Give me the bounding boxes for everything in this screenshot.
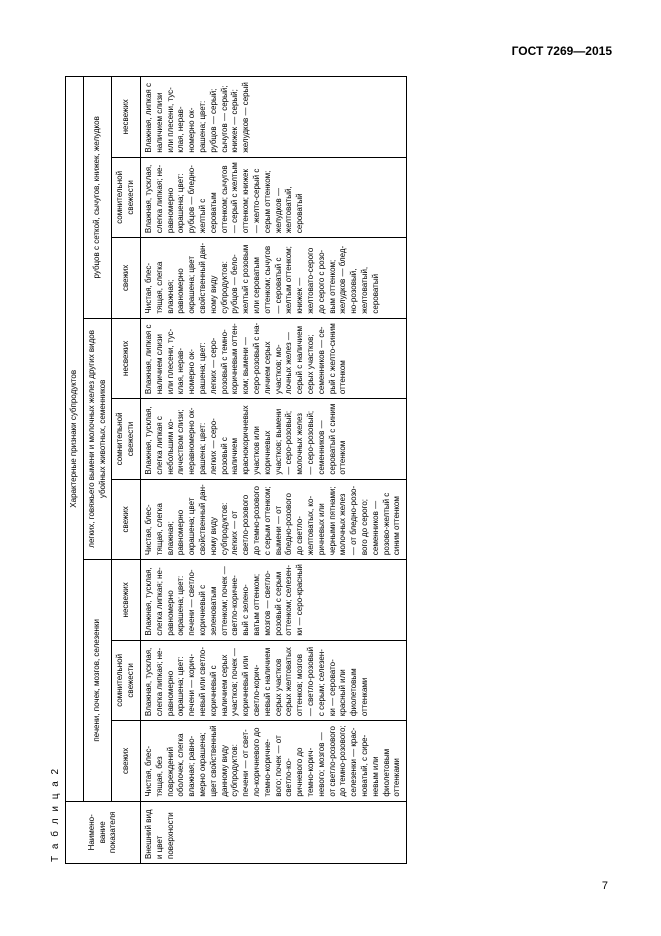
header-group-3: рубцов с сеткой, сычугов, книжек, желудк…: [83, 77, 112, 319]
cell: Чистая, блес­тящая, слег­ка влажная; рав…: [140, 479, 406, 560]
table-container: Т а б л и ц а 2 Наимено­вание показателя…: [50, 72, 612, 864]
cell: Влажная, тус­клая, слегка липкая с не­бо…: [140, 399, 406, 480]
cell: Влажная, тус­клая, слегка липкая; не­рав…: [140, 560, 406, 641]
cell: Влажная, лип­кая с наличи­ем слизи или п…: [140, 77, 406, 158]
header-sub: свежих: [112, 238, 141, 319]
header-group-2: легких, говяжьего вымени и молочных желе…: [83, 318, 112, 560]
characteristics-table: Наимено­вание показателя Характерные при…: [65, 76, 407, 864]
header-sub: свежих: [112, 479, 141, 560]
cell: Влажная, лип­кая с наличи­ем слизи или п…: [140, 318, 406, 399]
cell: Влажная, тус­клая, слегка липкая; не­рав…: [140, 640, 406, 721]
table-label: Т а б л и ц а 2: [50, 72, 61, 862]
header-group-top: Характерные признаки субпродуктов: [66, 77, 84, 802]
header-sub: несвежих: [112, 318, 141, 399]
header-sub: несвежих: [112, 560, 141, 641]
document-code: ГОСТ 7269—2015: [512, 44, 612, 58]
cell: Чистая, блес­тящая, без повреждений обол…: [140, 721, 406, 802]
cell: Чистая, блес­тящая, слег­ка влажная; рав…: [140, 238, 406, 319]
header-group-1: печени, почек, мозгов, селезенки: [83, 560, 112, 802]
header-sub: несвежих: [112, 77, 141, 158]
header-sub: сомнительной свежести: [112, 640, 141, 721]
page-number: 7: [602, 880, 608, 892]
cell: Влажная, тус­клая, слегка липкая; не­рав…: [140, 157, 406, 238]
table-row: Внешний вид и цвет поверх­ности Чистая, …: [140, 77, 406, 864]
header-indicator-name: Наимено­вание показателя: [66, 801, 141, 863]
cell-indicator: Внешний вид и цвет поверх­ности: [140, 801, 406, 863]
header-sub: сомнительной свежести: [112, 399, 141, 480]
header-sub: свежих: [112, 721, 141, 802]
header-sub: сомнительной свежести: [112, 157, 141, 238]
